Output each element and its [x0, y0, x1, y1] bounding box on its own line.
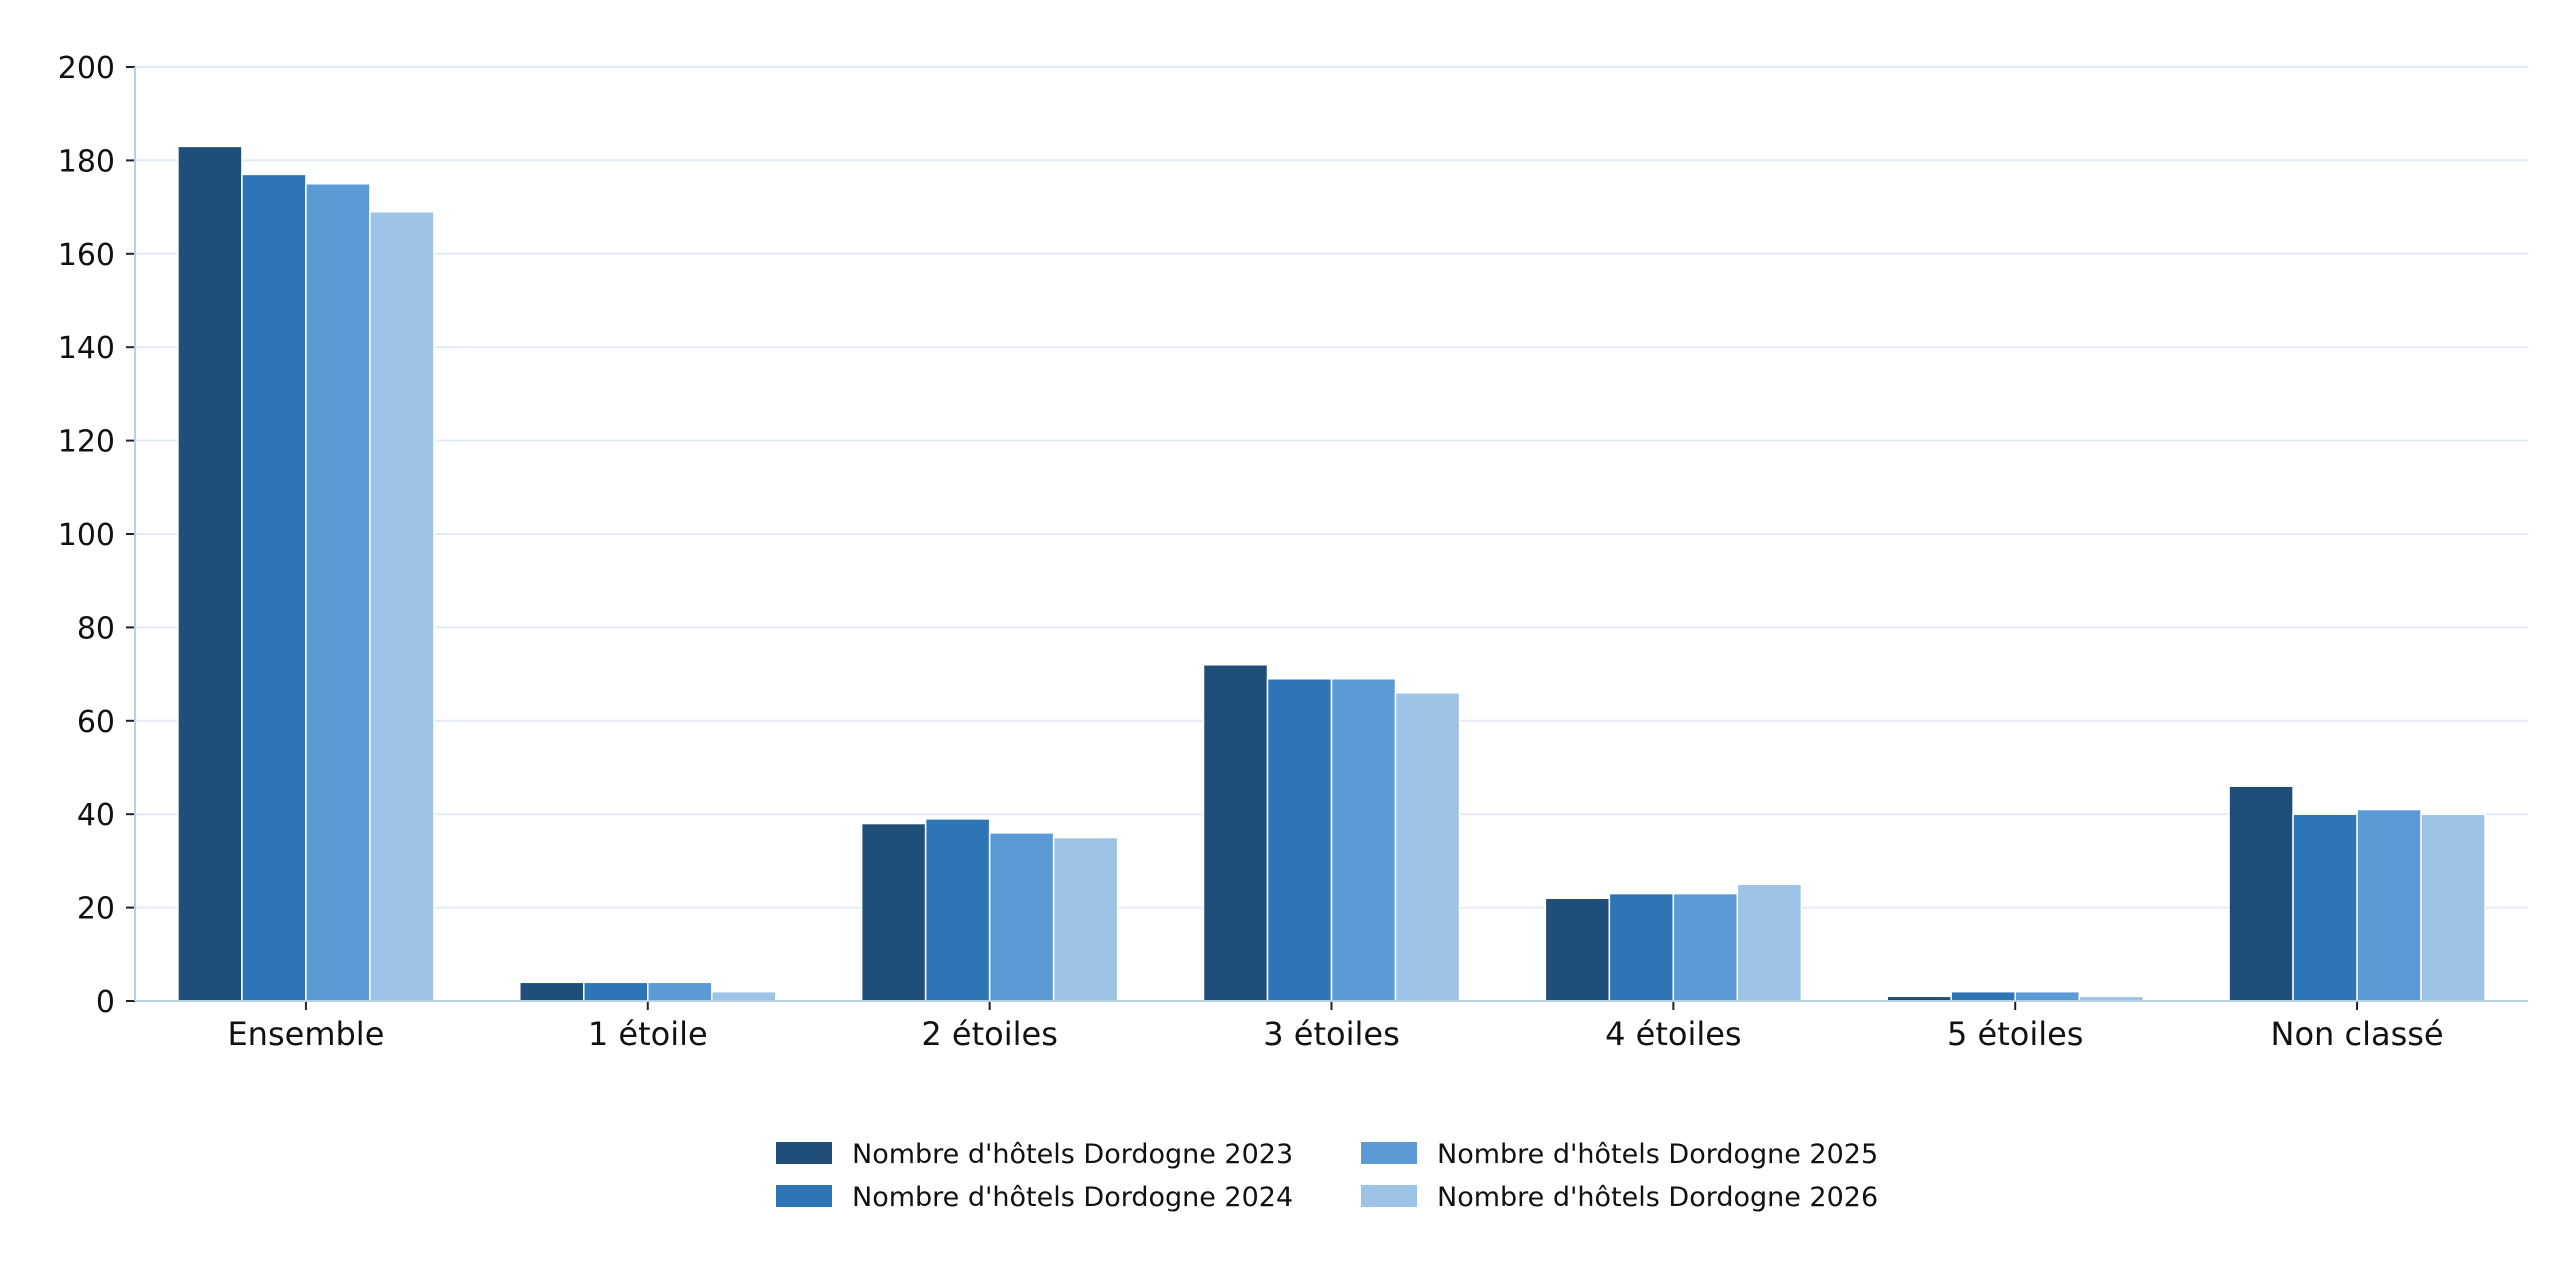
y-tick-label: 80	[77, 611, 115, 646]
legend-label: Nombre d'hôtels Dordogne 2024	[852, 1182, 1293, 1213]
x-tick-label: 2 étoiles	[921, 1015, 1057, 1053]
x-tick-label: 3 étoiles	[1263, 1015, 1399, 1053]
y-tick-label: 60	[77, 705, 115, 740]
bar-3-7	[2356, 808, 2422, 1002]
bar-3-6	[2014, 990, 2080, 1002]
x-tick-label: 4 étoiles	[1605, 1015, 1741, 1053]
bar-1-3	[860, 822, 927, 1002]
x-axis-tick-labels: Ensemble 1 étoile 2 étoiles 3 étoiles 4 étoi…	[227, 1015, 2443, 1053]
legend-item-3: Nombre d'hôtels Dordogne 2025	[1361, 1139, 1878, 1170]
y-tick-label: 200	[58, 51, 115, 86]
bar-4-7	[2420, 813, 2486, 1002]
bar-1-1	[177, 145, 243, 1002]
bar-1-2	[519, 981, 585, 1002]
legend-item-4: Nombre d'hôtels Dordogne 2026	[1361, 1182, 1878, 1213]
bar-2-4	[1266, 678, 1333, 1002]
y-tick-label: 160	[58, 238, 115, 273]
y-tick-label: 0	[96, 985, 115, 1020]
bars	[177, 145, 2486, 1002]
bar-2-7	[2292, 813, 2358, 1002]
bar-2-3	[924, 818, 991, 1002]
x-tick-label: 1 étoile	[588, 1015, 708, 1053]
x-tick-label: Non classé	[2271, 1015, 2444, 1053]
legend-swatch	[776, 1185, 832, 1207]
bar-4-3	[1052, 836, 1119, 1002]
bar-1-4	[1202, 664, 1269, 1002]
bar-4-2	[711, 990, 777, 1002]
x-tick-label: Ensemble	[227, 1015, 384, 1053]
bar-3-1	[305, 183, 371, 1002]
bar-4-5	[1736, 883, 1803, 1002]
bar-3-3	[988, 832, 1055, 1002]
legend-label: Nombre d'hôtels Dordogne 2026	[1437, 1182, 1878, 1213]
bar-2-2	[583, 981, 649, 1002]
bar-3-2	[647, 981, 713, 1002]
legend-label: Nombre d'hôtels Dordogne 2025	[1437, 1139, 1878, 1170]
x-tick-label: 5 étoiles	[1947, 1015, 2083, 1053]
y-tick-label: 140	[58, 331, 115, 366]
gridlines	[135, 66, 2528, 909]
legend-item-2: Nombre d'hôtels Dordogne 2024	[776, 1182, 1293, 1213]
y-tick-label: 20	[77, 892, 115, 927]
legend-swatch	[776, 1142, 832, 1164]
y-tick-label: 120	[58, 425, 115, 460]
y-axis-tick-labels: 0 20 40 60 80 100 120 140 160 180 200	[58, 51, 115, 1020]
bar-3-4	[1330, 678, 1397, 1002]
y-tick-label: 40	[77, 798, 115, 833]
y-tick-label: 100	[58, 518, 115, 553]
legend-item-1: Nombre d'hôtels Dordogne 2023	[776, 1139, 1293, 1170]
bar-3-5	[1672, 892, 1739, 1002]
bar-2-1	[241, 173, 307, 1002]
axes	[126, 66, 2528, 1010]
legend-label: Nombre d'hôtels Dordogne 2023	[852, 1139, 1293, 1170]
legend: Nombre d'hôtels Dordogne 2023 Nombre d'hô…	[776, 1139, 1878, 1213]
bar-1-7	[2228, 785, 2294, 1002]
legend-swatch	[1361, 1142, 1417, 1164]
bar-2-6	[1950, 990, 2016, 1002]
y-tick-label: 180	[58, 144, 115, 179]
bar-1-5	[1544, 897, 1611, 1002]
bar-4-1	[369, 211, 435, 1002]
legend-swatch	[1361, 1185, 1417, 1207]
bar-4-4	[1394, 692, 1461, 1002]
bar-2-5	[1608, 892, 1675, 1002]
